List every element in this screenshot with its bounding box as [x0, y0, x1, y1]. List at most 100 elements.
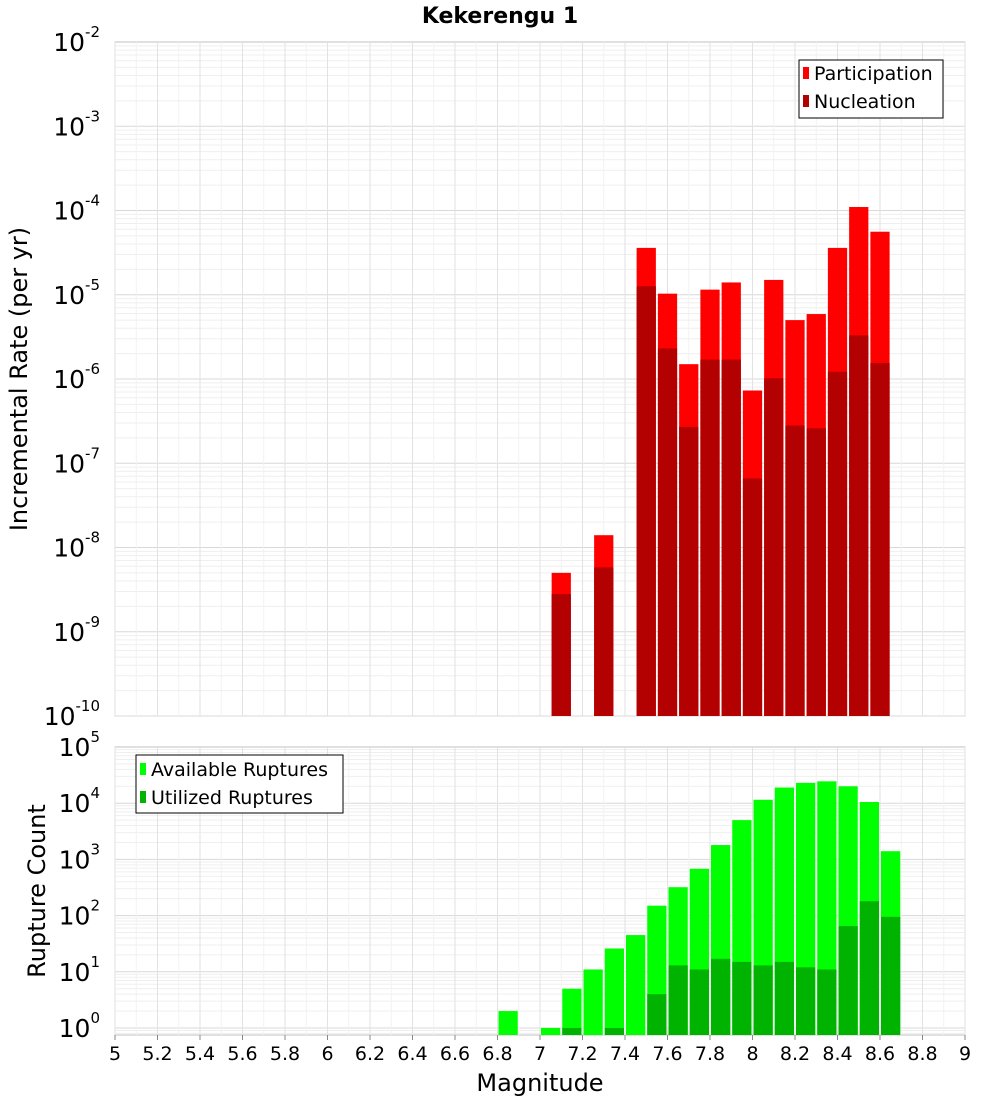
top-y-tick-label: 10-4 — [53, 192, 100, 226]
top-secondary-bar — [594, 567, 614, 716]
x-tick-label: 7.2 — [567, 1043, 597, 1065]
top-y-tick-labels: 10-10 10-9 10-8 10-7 10-6 10-5 10-4 10-3 10-2 — [44, 23, 100, 731]
bottom-y-axis-label: Rupture Count — [23, 804, 51, 978]
bottom-secondary-bar — [732, 961, 752, 1035]
participation-swatch — [803, 67, 809, 79]
top-y-tick-exponent: -3 — [85, 107, 100, 125]
x-tick-label: 7.8 — [695, 1043, 725, 1065]
bottom-secondary-bar — [647, 994, 667, 1035]
top-secondary-bar — [657, 348, 678, 716]
x-tick-labels: 5 5.2 5.4 5.6 5.8 6 6.2 6.4 6.6 6.8 7 7.2 7.4 7.6 7.8 8… — [109, 1035, 971, 1065]
bottom-secondary-bar — [796, 967, 816, 1035]
x-tick-label: 9 — [959, 1043, 971, 1065]
bottom-secondary-bar — [859, 901, 879, 1035]
x-tick-label: 7.4 — [610, 1043, 640, 1065]
bottom-secondary-bar — [562, 1027, 582, 1035]
bottom-y-tick-exponent: 2 — [90, 897, 100, 915]
x-tick-label: 5.6 — [227, 1043, 257, 1065]
bottom-primary-bar — [541, 1027, 561, 1035]
bottom-y-tick-exponent: 5 — [90, 728, 100, 746]
legend-available: Available Ruptures — [151, 759, 328, 781]
top-legend: Participation Nucleation — [798, 59, 944, 119]
x-tick-label: 5.8 — [270, 1043, 300, 1065]
top-secondary-bar — [700, 359, 720, 716]
bottom-secondary-bar — [753, 965, 773, 1035]
bottom-y-tick-label: 100 — [59, 1009, 100, 1043]
top-secondary-bar — [679, 426, 699, 716]
top-secondary-bar — [870, 362, 890, 716]
top-bars — [551, 207, 890, 717]
top-y-axis-label: Incremental Rate (per yr) — [5, 227, 33, 531]
top-secondary-bar — [764, 378, 784, 716]
top-secondary-bar — [636, 286, 656, 716]
x-tick-label: 5.4 — [185, 1043, 215, 1065]
bottom-bars — [498, 781, 901, 1035]
top-secondary-bar — [551, 594, 571, 716]
bottom-y-tick-exponent: 4 — [90, 784, 100, 802]
top-y-tick-label: 10-7 — [53, 444, 100, 478]
bottom-y-tick-exponent: 1 — [90, 953, 100, 971]
nucleation-swatch — [803, 95, 809, 107]
legend-utilized: Utilized Ruptures — [151, 787, 313, 809]
x-tick-label: 5 — [109, 1043, 121, 1065]
x-tick-label: 8.8 — [907, 1043, 937, 1065]
x-tick-label: 6 — [321, 1043, 333, 1065]
bottom-secondary-bar — [881, 916, 901, 1035]
legend-nucleation: Nucleation — [814, 91, 916, 113]
bottom-secondary-bar — [817, 969, 837, 1035]
x-tick-label: 5.2 — [142, 1043, 172, 1065]
bottom-y-tick-label: 102 — [59, 897, 100, 931]
available-swatch — [140, 763, 146, 775]
top-legend-box — [798, 59, 944, 119]
top-y-tick-exponent: -2 — [85, 23, 100, 41]
bottom-secondary-bar — [668, 965, 688, 1035]
bottom-primary-bar — [604, 948, 624, 1035]
x-tick-label: 7.6 — [652, 1043, 682, 1065]
top-y-tick-exponent: -4 — [85, 192, 100, 210]
bottom-secondary-bar — [711, 958, 731, 1035]
top-y-tick-label: 10-6 — [53, 360, 100, 394]
bottom-y-tick-label: 103 — [59, 840, 100, 874]
bottom-primary-bar — [498, 1011, 518, 1035]
bottom-y-tick-label: 105 — [59, 728, 100, 762]
legend-participation: Participation — [814, 63, 933, 85]
top-y-tick-label: 10-5 — [53, 276, 100, 310]
top-y-tick-label: 10-8 — [53, 529, 100, 563]
bottom-secondary-bar — [604, 1027, 624, 1035]
bottom-secondary-bar — [689, 969, 709, 1035]
top-secondary-bar — [742, 478, 763, 716]
bottom-primary-bar — [626, 935, 646, 1035]
top-secondary-bar — [827, 371, 848, 716]
top-y-tick-label: 10-2 — [53, 23, 100, 57]
top-secondary-bar — [806, 428, 826, 716]
top-secondary-bar — [721, 359, 741, 716]
x-tick-label: 6.4 — [397, 1043, 427, 1065]
bottom-secondary-bar — [838, 926, 858, 1035]
top-secondary-bar — [849, 335, 869, 716]
x-tick-label: 6.2 — [355, 1043, 385, 1065]
top-y-tick-exponent: -6 — [85, 360, 100, 378]
bottom-legend-box — [135, 754, 344, 814]
top-y-tick-exponent: -7 — [85, 444, 100, 462]
top-y-tick-exponent: -5 — [85, 276, 100, 294]
bottom-secondary-bar — [774, 961, 794, 1035]
bottom-y-tick-exponent: 3 — [90, 840, 100, 858]
bottom-y-tick-exponent: 0 — [90, 1009, 100, 1027]
x-tick-label: 8 — [746, 1043, 758, 1065]
x-tick-label: 8.4 — [822, 1043, 852, 1065]
utilized-swatch — [140, 791, 146, 803]
bottom-primary-bar — [583, 969, 603, 1035]
top-y-tick-exponent: -8 — [85, 529, 100, 547]
top-y-tick-label: 10-9 — [53, 613, 100, 647]
chart-title: Kekerengu 1 — [422, 4, 578, 29]
x-tick-label: 7 — [534, 1043, 546, 1065]
x-tick-label: 6.6 — [440, 1043, 470, 1065]
x-tick-label: 8.6 — [865, 1043, 895, 1065]
bottom-y-tick-label: 104 — [59, 784, 100, 818]
bottom-y-tick-label: 101 — [59, 953, 100, 987]
x-tick-label: 6.8 — [482, 1043, 512, 1065]
top-y-tick-exponent: -10 — [76, 697, 101, 715]
